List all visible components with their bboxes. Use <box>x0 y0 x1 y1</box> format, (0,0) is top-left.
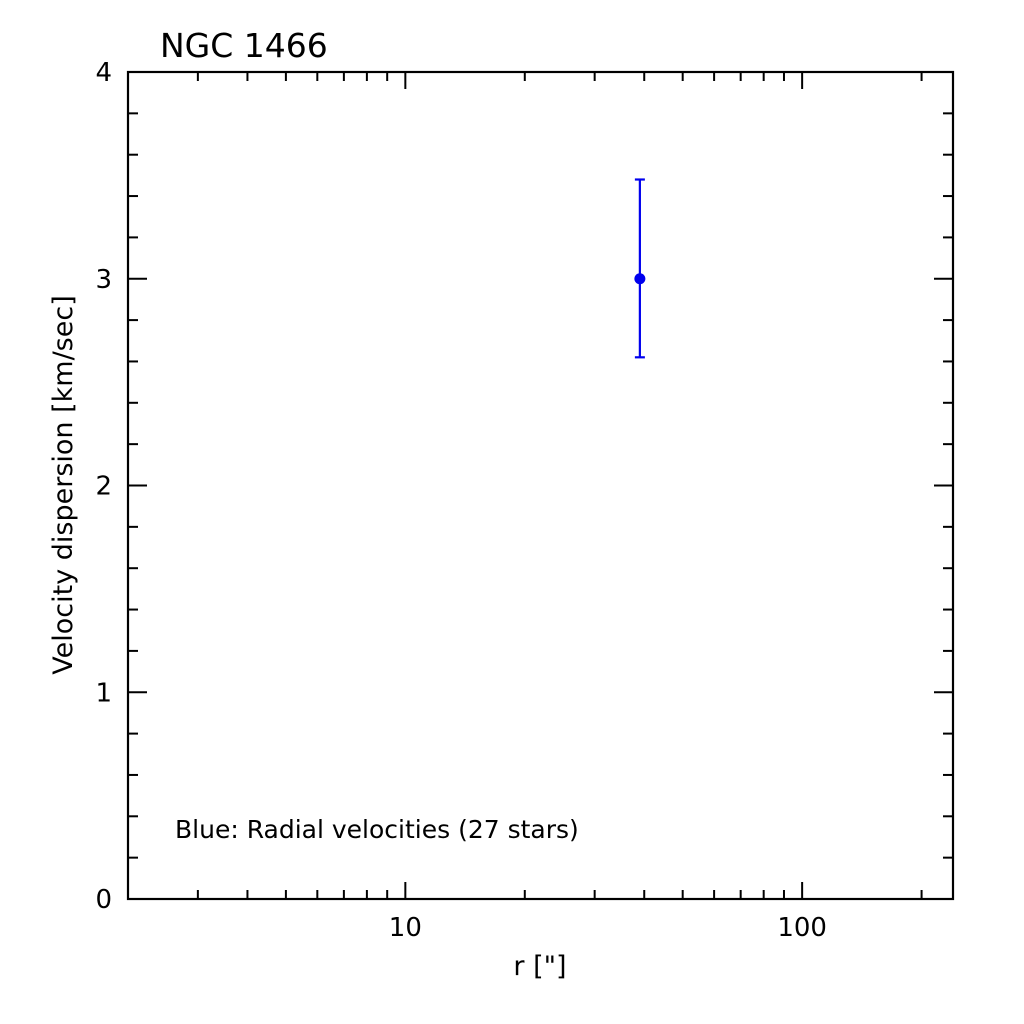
y-tick-label: 1 <box>95 678 112 708</box>
data-point <box>634 273 646 285</box>
y-tick-label: 2 <box>95 472 112 502</box>
data-marks <box>634 178 646 359</box>
y-tick-label: 3 <box>95 265 112 295</box>
tick-labels: 10 100 0 1 2 3 4 <box>95 58 827 943</box>
x-tick-label: 100 <box>777 913 827 943</box>
plot-frame <box>126 70 955 901</box>
axis-ticks <box>127 71 953 900</box>
annotation-label: Blue: Radial velocities (27 stars) <box>175 815 579 844</box>
chart-title: NGC 1466 <box>160 26 328 65</box>
x-tick-label: 10 <box>389 913 422 943</box>
y-axis-label: Velocity dispersion [km/sec] <box>48 295 79 674</box>
x-axis-label: r ["] <box>513 951 566 982</box>
y-tick-label: 0 <box>95 885 112 915</box>
y-tick-label: 4 <box>95 58 112 88</box>
